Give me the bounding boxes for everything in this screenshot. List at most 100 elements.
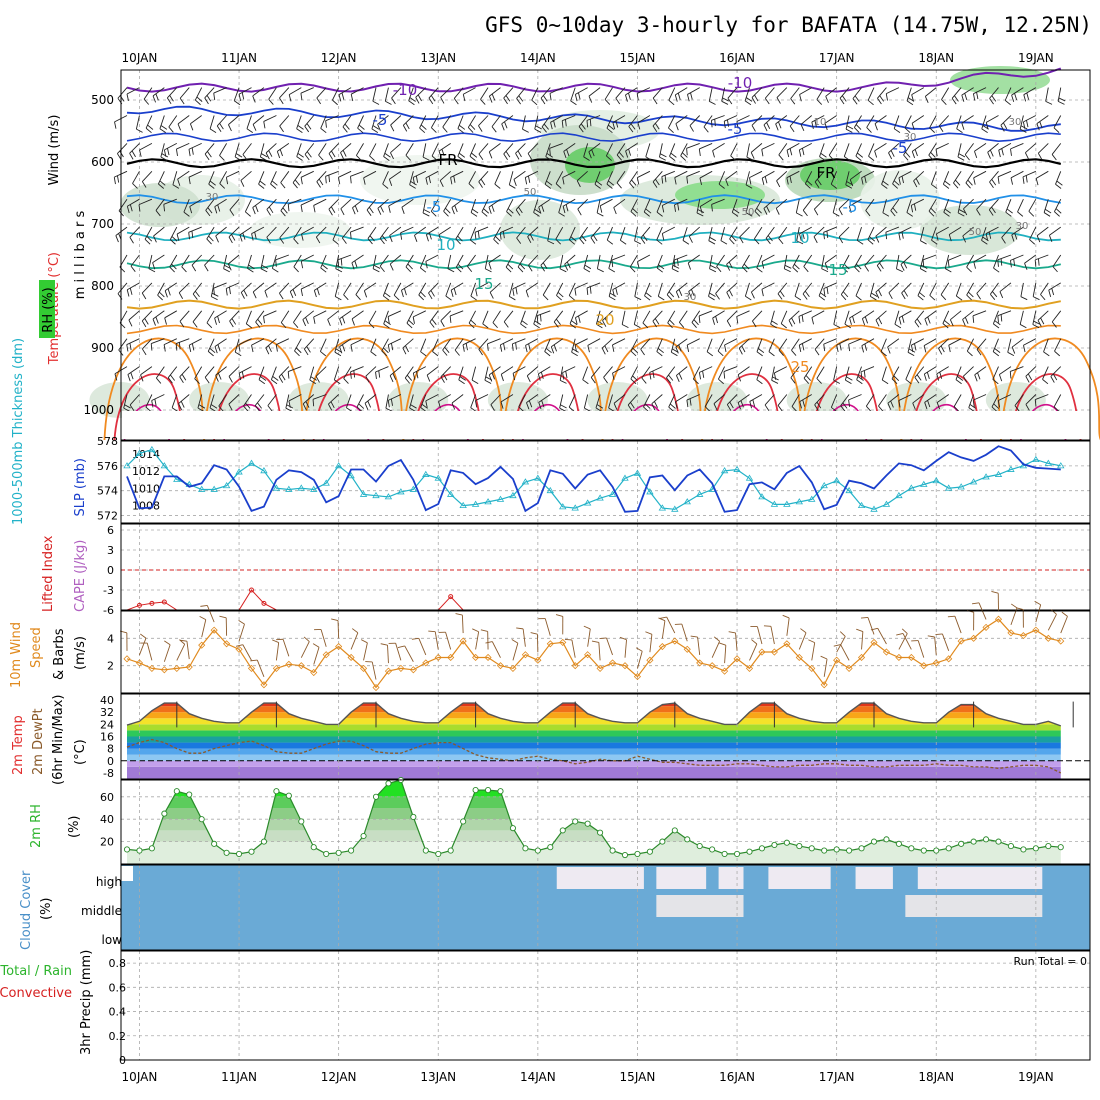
wind-barb-tick [495,235,501,242]
wind-barb [691,310,701,323]
wind-barb-tick [864,316,869,324]
wind-barb-tick [188,232,190,240]
wind-barb [292,171,302,183]
wind-barb [367,226,377,239]
wind-barb [401,198,414,208]
wind-barb [487,338,501,345]
wind-barb-tick [794,295,802,301]
wind-barb-tick [170,374,175,381]
wind-barb [484,254,489,269]
wind-barb-tick [981,128,988,134]
run-total-label: Run Total = 0 [1014,955,1088,968]
wind-barb [999,366,1012,375]
cloud-high-gap [917,867,1043,889]
wind-barb-tick [844,156,851,161]
wind-speed-point [185,663,193,671]
wind-barb [254,394,265,406]
wind-barb [877,87,887,99]
wind-barb [924,394,937,403]
wind-speed-point [783,640,791,648]
wind-barb [469,143,477,157]
wind-barb-tick [352,207,356,215]
wind-barb [668,115,676,129]
lifted-index-point [161,599,167,605]
wind-barb [175,338,190,345]
wind-barb [364,394,377,404]
wind-barb [562,170,576,178]
thickness-point [559,503,567,510]
wind-barb-tick [911,123,915,130]
wind-barb-tick [792,267,799,273]
precip-panel-frame [120,950,1091,1061]
wind-barb-tick [338,177,341,185]
ylabel-cloud-unit: (%) [39,898,54,921]
wind-barb [637,254,651,262]
wind-barb-tick [1000,258,1003,266]
wind-barb-tick [483,208,490,214]
wind-barb-tick [491,372,496,380]
wind-barb-tick [680,155,687,161]
wind-barb-tick [878,317,883,325]
wind-barb-tick [152,318,156,326]
wind-barb [342,115,352,128]
wind-barb [327,310,339,320]
wind-barb-tick [836,345,839,353]
wind-barb-tick [360,639,368,644]
wind-barb-tick [250,659,258,662]
wind-barb-tick [402,125,408,132]
isotherm-line [126,132,1061,143]
rh2m-point [148,845,155,852]
wind-barb [226,170,240,178]
wind-barb [590,226,601,238]
wind-barb-tick [796,212,803,217]
wind-speed-point [1032,626,1040,634]
wind-barb-tick [412,372,416,380]
wind-barb [143,87,153,100]
wind-barb-tick [180,401,185,408]
wind-barb-tick [196,96,203,102]
wind-barb [252,87,265,97]
wind-barb [1001,226,1012,238]
wind-barb [814,198,825,210]
wind-speed-point [945,655,953,663]
wind-barb [571,338,576,353]
wind-barb-tick [819,156,826,161]
wind-barb-tick [263,121,266,129]
thickness-point [932,476,940,484]
wind-barb [129,226,140,238]
rh2m-point [410,813,417,821]
wind-barb [1023,87,1037,96]
wind-barb-tick [1001,237,1006,244]
wind-barb [370,338,377,352]
wind-barb-tick [656,351,663,357]
wind-barb-tick [388,179,393,186]
wind-barb-tick [238,344,241,352]
wind-barb [155,198,165,211]
thickness-point [210,485,218,492]
thickness-point [272,484,281,491]
wind-barb-tick [612,372,615,380]
wind-barb-tick [867,99,874,106]
wind-barb [637,651,643,669]
wind-barb-tick [472,628,479,633]
wind-barb-tick [752,320,757,328]
wind-barb-tick [209,180,216,186]
wind-barb [839,87,850,99]
wind-barb [776,87,788,98]
wind-barb-tick [500,401,504,409]
cloud-level-label: high [96,875,122,889]
wind-barb [412,170,426,178]
wind-barb [942,633,950,651]
wind-barb-tick [518,95,524,102]
wind-barb-tick [852,316,855,324]
wind-barb [972,310,987,317]
wind-barb [315,366,327,377]
wind-barb [389,366,402,376]
wind-barb-tick [315,236,321,244]
rh2m-point [123,846,131,853]
rh2m-point [497,788,504,795]
wind-barb-tick [630,123,636,130]
wind-barb-tick [843,263,850,270]
wind-barb [350,87,364,95]
